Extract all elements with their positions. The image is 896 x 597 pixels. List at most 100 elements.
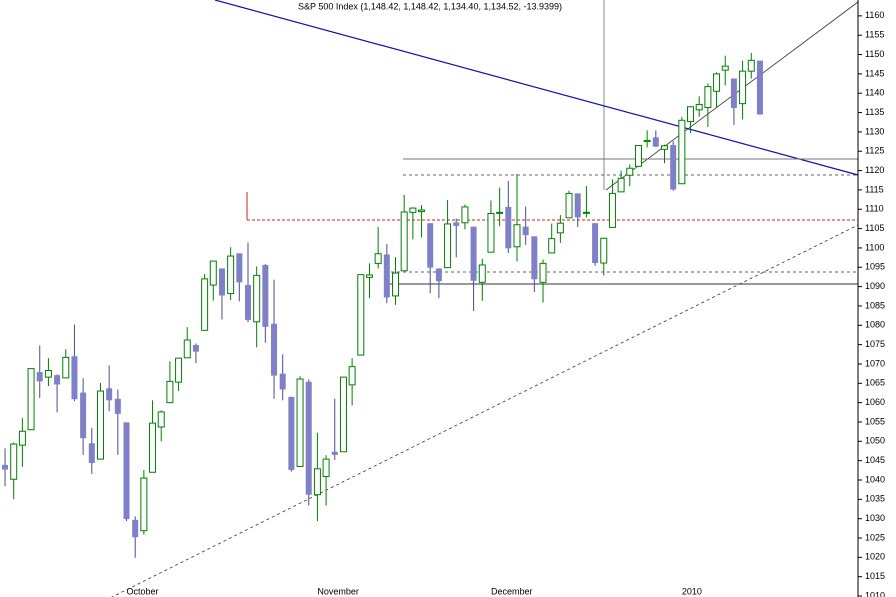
candle-body [62,356,70,379]
y-tick-label: 1025 [865,532,885,542]
candle-body [175,357,183,383]
candle-body [721,65,729,71]
y-tick-label: 1030 [865,513,885,523]
candle-body [106,388,113,401]
candle-body [236,253,243,283]
y-tick-label: 1080 [865,320,885,330]
candle-body [496,211,504,214]
y-tick-label: 1090 [865,281,885,291]
y-tick-label: 1040 [865,474,885,484]
candle-body [600,237,608,264]
candle-body [157,411,165,428]
y-tick-label: 1065 [865,378,885,388]
candle-body [114,398,121,414]
candle-body [643,139,651,143]
candle-body [453,222,460,226]
y-tick-label: 1135 [865,107,884,117]
candle-body [209,260,217,286]
candle-body [296,378,304,467]
candle-body [123,422,130,520]
candle-body [739,70,747,105]
candle-body [271,323,278,376]
candle-body [54,375,61,385]
candle-body [687,106,695,122]
y-tick-label: 1060 [865,397,885,407]
month-label: 2010 [682,586,702,596]
candle-body [227,255,235,295]
candle-body [18,430,26,446]
candle-body [592,223,599,264]
y-tick-label: 1130 [865,126,884,136]
month-label: October [127,586,159,596]
chart-title: S&P 500 Index (1,148.42, 1,148.42, 1,134… [298,1,562,11]
candle-body [565,192,573,219]
candle-body [626,167,634,176]
candle-body [582,211,590,214]
candle-body [313,468,321,496]
candle-body [574,193,581,218]
candle-body [149,422,157,473]
y-tick-label: 1010 [865,590,885,597]
candle-body [279,373,286,390]
candle-body [183,339,191,359]
candle-body [44,370,52,378]
candle-body [201,278,209,331]
candle-body [357,274,365,356]
candle-body [27,368,35,431]
y-tick-label: 1015 [865,571,885,581]
candle-body [756,60,763,115]
candle-body [634,144,642,167]
candle-body [253,274,261,323]
candle-body [478,264,486,283]
candle-body [10,443,18,480]
candle-body [487,213,495,253]
candle-body [713,73,721,92]
candle-body [96,390,104,460]
candle-body [218,268,225,296]
y-tick-label: 1095 [865,262,885,272]
y-tick-label: 1125 [865,146,884,156]
y-tick-label: 1055 [865,416,885,426]
candle-body [548,238,556,254]
y-tick-label: 1085 [865,300,885,310]
y-tick-label: 1105 [865,223,884,233]
candle-body [617,177,625,193]
y-tick-label: 1140 [865,88,884,98]
y-tick-label: 1020 [865,552,885,562]
candle-body [374,253,382,264]
candle-body [88,443,95,463]
candle-body [365,274,373,278]
candle-body [348,366,356,386]
candle-body [660,145,668,150]
candle-body [409,207,417,213]
candle-body [435,268,442,282]
candle-body [305,381,312,495]
y-tick-label: 1145 [865,68,884,78]
y-tick-label: 1115 [865,184,884,194]
candle-body [539,262,547,283]
candle-body [427,223,434,268]
y-tick-label: 1150 [865,49,884,59]
candle-body [288,396,295,470]
candle-body [444,223,452,269]
y-tick-label: 1035 [865,494,885,504]
y-tick-label: 1050 [865,436,885,446]
candle-body [36,372,43,382]
candle-body [322,458,330,478]
candle-body [71,356,78,400]
candle-body [531,236,538,280]
candle-body [80,392,87,439]
candle-body [470,226,477,281]
candle-body [556,222,564,234]
y-tick-label: 1120 [865,165,884,175]
candle-body [747,59,755,72]
candle-body [730,78,737,108]
candle-body [262,264,269,327]
candle-body [383,254,390,298]
candle-body [505,206,512,249]
y-tick-label: 1160 [865,10,884,20]
month-label: December [491,586,533,596]
y-tick-label: 1155 [865,30,884,40]
